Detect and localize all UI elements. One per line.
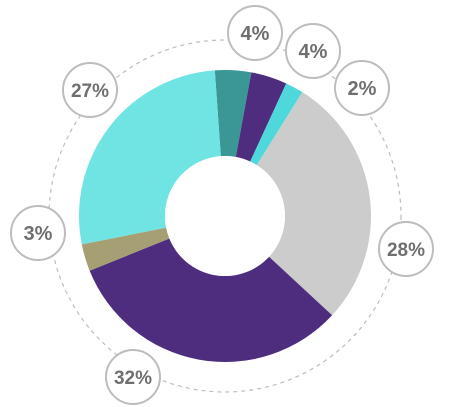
donut-slice bbox=[81, 227, 170, 271]
donut-slice bbox=[89, 238, 333, 362]
label-bubble bbox=[285, 23, 341, 79]
slice-labels: 4% 4% 2% 28% 32% 3% 27% bbox=[10, 5, 434, 405]
donut-slice bbox=[79, 70, 221, 245]
label-bubble bbox=[10, 205, 66, 261]
slice-percent-label: 27% bbox=[71, 81, 109, 102]
label-bubble bbox=[227, 5, 283, 61]
slice-percent-label: 4% bbox=[241, 23, 270, 45]
donut-slice bbox=[250, 83, 303, 166]
slice-percent-label: 3% bbox=[24, 223, 53, 245]
donut-slice bbox=[235, 72, 287, 162]
donut-slice bbox=[214, 70, 252, 157]
slice-percent-label: 2% bbox=[348, 78, 377, 100]
label-bubble bbox=[62, 62, 118, 118]
label-bubble bbox=[334, 60, 390, 116]
donut-slices bbox=[79, 70, 372, 362]
slice-percent-label: 4% bbox=[299, 41, 328, 63]
donut-slice bbox=[256, 92, 372, 316]
donut-hole bbox=[165, 156, 285, 276]
slice-percent-label: 32% bbox=[114, 368, 152, 389]
label-bubble bbox=[378, 221, 434, 277]
label-bubble bbox=[105, 349, 161, 405]
slice-percent-label: 28% bbox=[387, 240, 425, 261]
